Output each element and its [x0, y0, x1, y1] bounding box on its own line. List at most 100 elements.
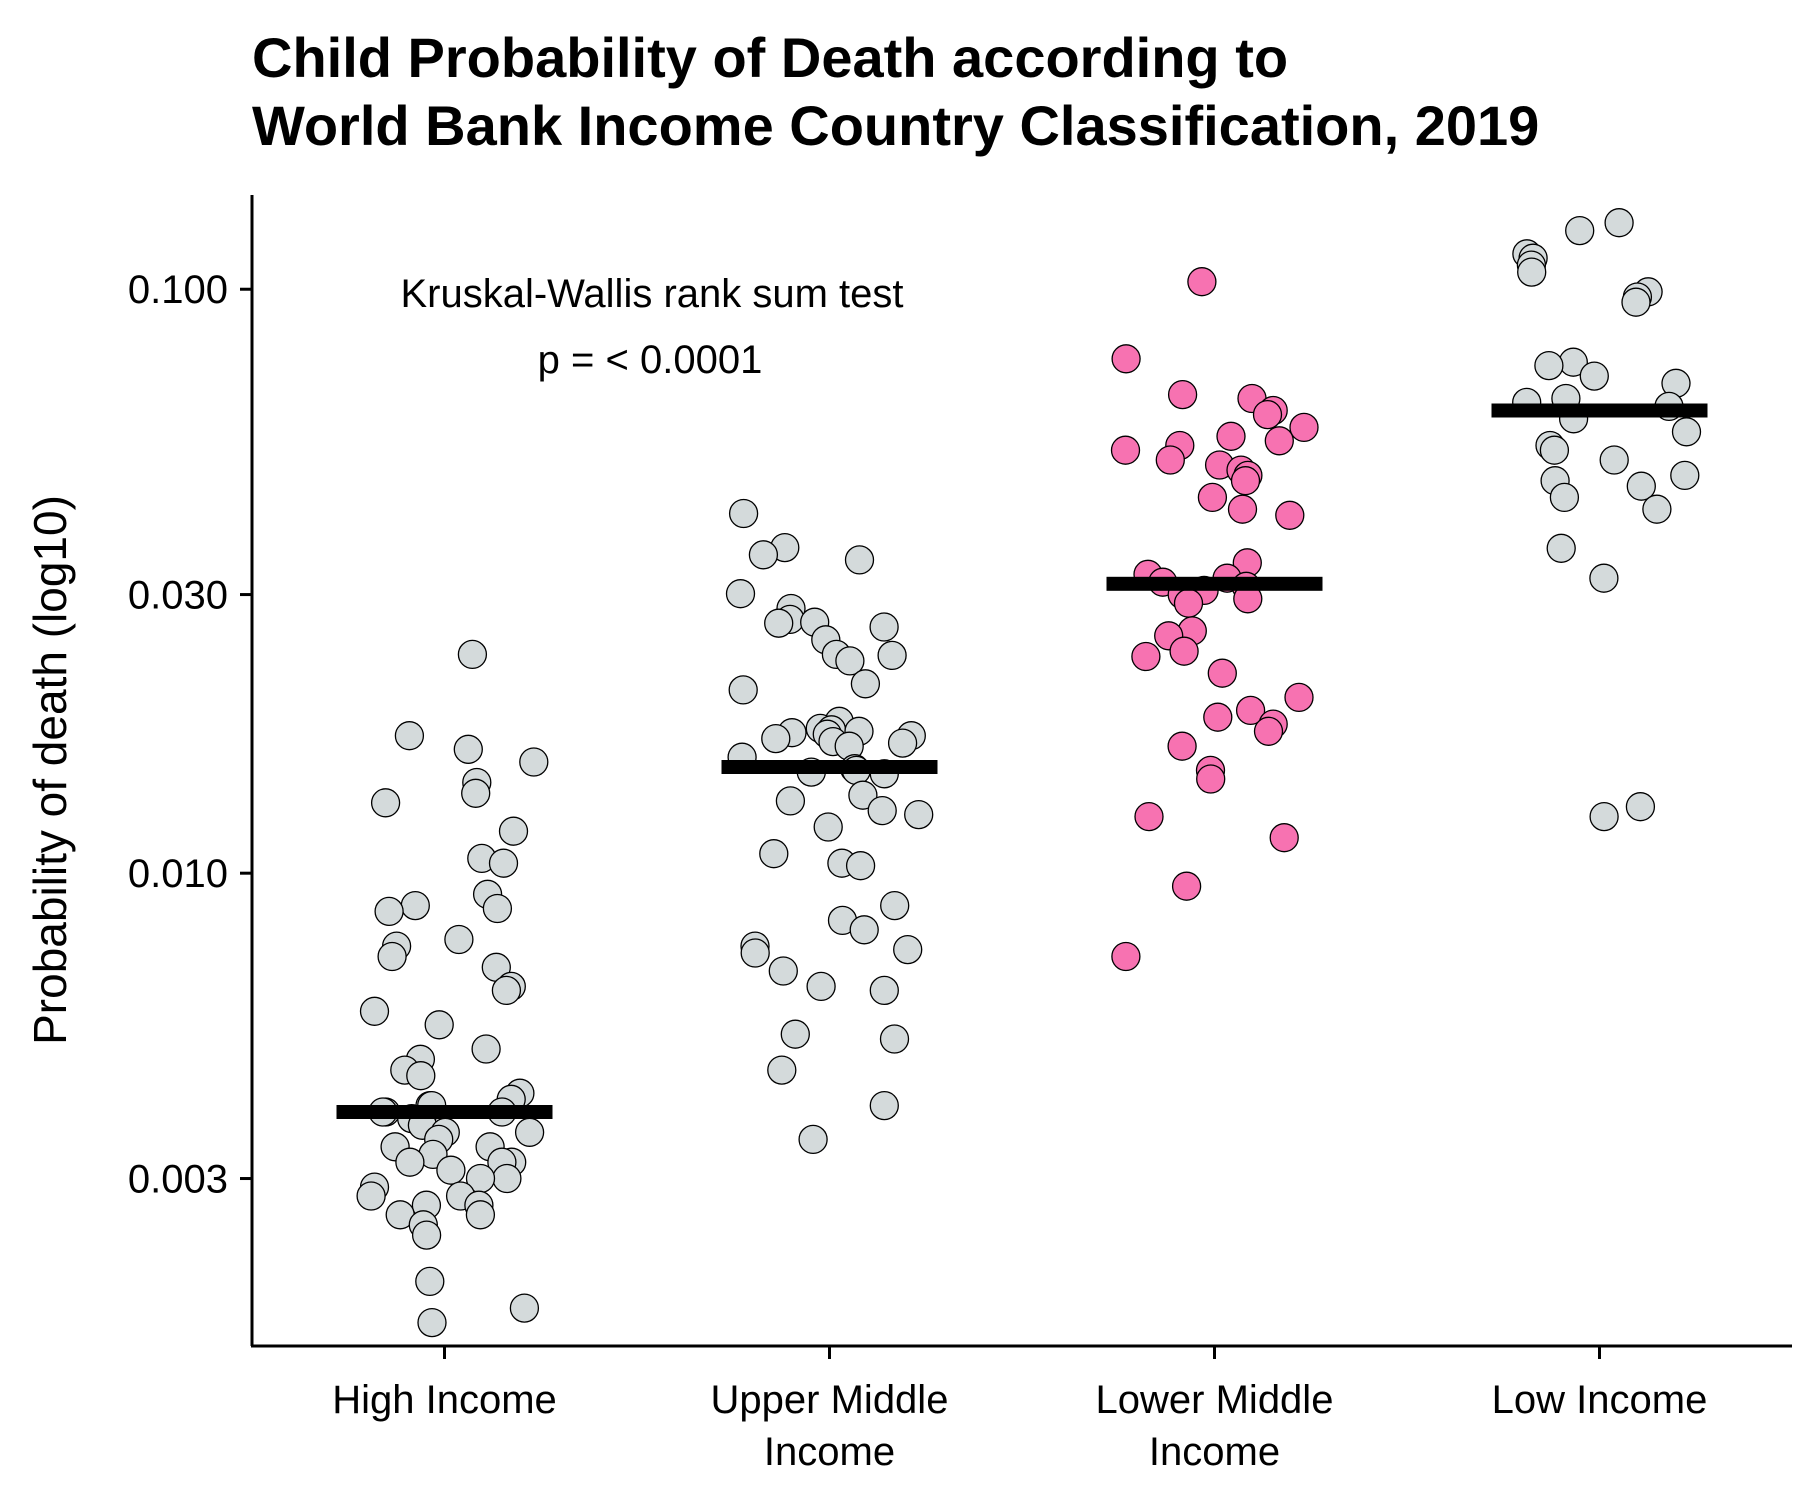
data-point — [728, 498, 759, 529]
axes — [250, 195, 1792, 1348]
data-point — [1187, 267, 1217, 297]
x-tick-label: Upper Middle Income — [711, 1378, 949, 1474]
data-point — [465, 1200, 496, 1230]
data-point — [880, 890, 910, 921]
y-tick-label: 0.010 — [128, 852, 228, 896]
data-point — [1171, 871, 1202, 901]
data-point — [509, 1293, 540, 1323]
data-point — [444, 924, 474, 955]
data-point — [1517, 257, 1547, 287]
data-point — [1167, 379, 1198, 410]
data-point — [761, 723, 791, 754]
data-point — [1131, 641, 1161, 672]
data-point — [359, 996, 390, 1026]
median-bars — [336, 403, 1708, 1119]
y-tick-label: 0.100 — [128, 268, 228, 312]
data-point — [457, 639, 488, 670]
data-point — [835, 646, 865, 676]
chart-title-line-1: Child Probability of Death according to — [252, 26, 1289, 89]
data-point — [725, 579, 756, 609]
data-point — [1269, 823, 1299, 853]
data-point — [1549, 482, 1580, 513]
data-point — [1534, 350, 1564, 381]
data-point — [767, 1055, 797, 1085]
median-bar — [1106, 576, 1323, 591]
data-point — [844, 545, 875, 575]
data-point — [406, 1061, 436, 1091]
data-point — [356, 1181, 386, 1211]
data-point — [436, 1155, 466, 1185]
data-point — [1284, 682, 1314, 713]
data-point — [374, 896, 404, 927]
data-point — [1604, 208, 1634, 238]
data-point — [869, 1090, 899, 1121]
data-point — [1169, 636, 1199, 666]
x-tick-label: Lower Middle Income — [1096, 1378, 1334, 1474]
data-point — [764, 608, 794, 638]
data-point — [1275, 500, 1305, 530]
data-point — [1173, 588, 1204, 618]
data-point — [849, 915, 879, 945]
data-point — [780, 1019, 810, 1049]
data-point — [748, 540, 779, 570]
data-point — [1579, 361, 1609, 391]
data-point — [453, 734, 483, 764]
data-point — [471, 1034, 501, 1064]
data-point — [1203, 702, 1233, 732]
data-point — [806, 971, 836, 1002]
data-point — [904, 799, 934, 830]
data-point — [1134, 801, 1164, 832]
y-axis-ticks: 0.003 0.010 0.030 0.100 — [128, 268, 252, 1202]
chart-title: Child Probability of Death according to … — [252, 24, 1792, 160]
median-bar — [336, 1105, 553, 1119]
data-point — [1110, 435, 1141, 465]
data-point — [1230, 466, 1261, 496]
data-point — [514, 1117, 545, 1147]
data-point — [848, 780, 878, 810]
data-point — [1670, 460, 1700, 491]
data-point — [1565, 215, 1595, 246]
data-point — [400, 890, 430, 921]
data-point — [488, 848, 519, 878]
chart-title-line-2: World Bank Income Country Classification… — [252, 94, 1540, 157]
data-point — [877, 640, 907, 671]
data-point — [1227, 494, 1258, 524]
data-point — [813, 812, 843, 842]
data-points — [356, 208, 1702, 1338]
data-point — [893, 934, 923, 965]
data-point — [370, 788, 401, 818]
data-point — [1264, 426, 1294, 456]
data-point — [461, 778, 491, 808]
data-point — [1625, 792, 1656, 822]
data-point — [845, 851, 876, 881]
data-point — [775, 786, 806, 816]
data-point — [394, 721, 425, 751]
data-point — [482, 893, 513, 924]
data-point — [1621, 287, 1651, 317]
data-point — [415, 1266, 445, 1297]
data-point — [1196, 764, 1226, 794]
data-point — [491, 975, 522, 1006]
median-bar — [721, 760, 938, 774]
data-point — [417, 1307, 447, 1338]
data-point — [1197, 482, 1228, 513]
data-point — [1546, 533, 1576, 563]
annotation-p-value: p = < 0.0001 — [538, 338, 763, 382]
data-point — [1626, 471, 1656, 501]
data-point — [869, 975, 899, 1006]
data-point — [1671, 417, 1702, 447]
data-point — [498, 816, 529, 846]
data-point — [1589, 563, 1619, 593]
data-point — [1589, 801, 1619, 832]
data-point — [850, 669, 881, 699]
y-axis-title: Probability of death (log10) — [24, 495, 76, 1045]
data-point — [1155, 445, 1185, 475]
data-point — [1599, 445, 1629, 475]
y-tick-label: 0.030 — [128, 574, 228, 618]
data-point — [377, 941, 407, 972]
data-point — [1289, 412, 1319, 443]
data-point — [1207, 658, 1237, 688]
data-point — [1539, 435, 1570, 465]
annotation-test-name: Kruskal-Wallis rank sum test — [400, 272, 903, 316]
